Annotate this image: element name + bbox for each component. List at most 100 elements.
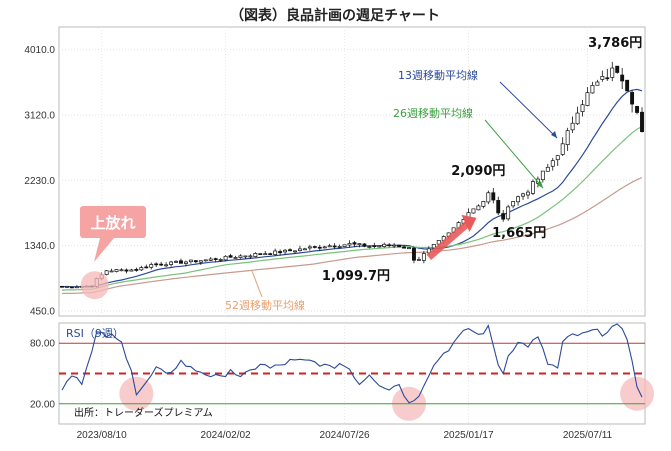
x-tick-label: 2024/07/26 <box>320 430 370 441</box>
candle-body <box>233 257 238 259</box>
candle-body <box>183 261 188 264</box>
candle-body <box>312 246 317 248</box>
candle-body <box>486 192 491 203</box>
candle-body <box>362 243 367 247</box>
x-axis-ticks: 2023/08/10 2024/02/02 2024/07/26 2025/01/17… <box>77 430 613 441</box>
candle-body <box>322 246 327 249</box>
candle-body <box>382 243 387 247</box>
candle-body <box>620 74 625 82</box>
candlesticks <box>60 61 644 289</box>
ma13-label: 13週移動平均線 <box>398 68 478 82</box>
annotation-2090: 2,090円 <box>451 164 505 179</box>
candle-body <box>565 130 570 145</box>
candle-body <box>154 263 159 266</box>
candle-body <box>258 253 263 255</box>
price-y-tick: 4010.0 <box>24 45 55 56</box>
price-y-tick: 1340.0 <box>24 241 55 252</box>
candle-body <box>248 255 253 258</box>
candle-body <box>119 269 124 272</box>
candle-body <box>575 112 580 125</box>
candle-body <box>412 247 416 261</box>
candle-body <box>471 208 476 214</box>
x-tick-label: 2024/02/02 <box>201 430 251 441</box>
candle-body <box>516 196 521 203</box>
candle-body <box>476 205 481 211</box>
rsi-y-ticks: 80.00 20.00 <box>30 339 55 411</box>
rsi-grid <box>101 323 588 424</box>
ma52-pointer <box>251 270 263 298</box>
candle-body <box>416 259 421 261</box>
candle-body <box>327 245 332 248</box>
candle-body <box>302 248 307 251</box>
candle-body <box>402 246 407 249</box>
rsi-y-tick: 20.00 <box>30 399 55 410</box>
candle-body <box>60 285 64 288</box>
ma-line-52 <box>61 176 643 295</box>
candle-body <box>213 258 218 260</box>
ma-line-26 <box>61 125 643 291</box>
candle-body <box>263 253 268 256</box>
candle-body <box>218 258 223 261</box>
candle-body <box>278 251 283 254</box>
ma13-pointer <box>499 81 558 139</box>
candle-body <box>293 250 297 253</box>
candle-body <box>421 253 426 261</box>
candle-body <box>347 243 352 246</box>
candle-body <box>332 245 337 248</box>
candle-body <box>530 181 535 194</box>
candle-body <box>268 253 273 255</box>
candle-body <box>392 244 397 247</box>
ma26-label: 26週移動平均線 <box>393 106 473 120</box>
x-tick-label: 2023/08/10 <box>77 430 127 441</box>
candle-body <box>521 193 525 197</box>
candle-body <box>243 255 248 258</box>
candle-body <box>610 67 615 78</box>
candle-body <box>605 77 610 80</box>
candle-body <box>288 249 292 252</box>
candle-body <box>139 267 144 271</box>
candle-body <box>431 243 436 249</box>
candle-body <box>198 260 203 263</box>
candle-body <box>491 192 496 201</box>
candle-body <box>69 286 74 289</box>
candle-body <box>283 249 288 253</box>
candle-body <box>223 255 228 261</box>
candle-body <box>535 178 540 184</box>
candle-body <box>74 286 79 289</box>
ma13-pointer-head <box>551 131 557 138</box>
rsi-oversold-circle <box>620 376 655 411</box>
candle-body <box>124 269 129 272</box>
candle-body <box>188 259 193 263</box>
candle-body <box>273 250 278 255</box>
candle-body <box>297 248 302 252</box>
candle-body <box>134 268 139 271</box>
candle-body <box>337 246 342 248</box>
candle-body <box>580 104 585 112</box>
ma26-pointer-head <box>537 181 543 188</box>
candle-body <box>640 111 644 133</box>
candle-body <box>387 244 392 247</box>
breakout-label-pointer <box>94 238 114 262</box>
candle-body <box>317 246 322 249</box>
candle-body <box>228 255 233 258</box>
annotation-1099: 1,099.7円 <box>322 269 390 284</box>
candle-body <box>357 243 362 245</box>
candle-body <box>307 246 312 249</box>
candle-body <box>506 206 511 220</box>
candle-body <box>352 242 357 245</box>
candle-body <box>174 261 178 263</box>
candle-body <box>585 92 590 106</box>
candle-body <box>595 81 600 86</box>
candle-body <box>203 259 208 262</box>
rsi-title: RSI（9週） <box>66 327 124 340</box>
candle-body <box>372 245 377 247</box>
breakout-label-box <box>80 206 146 238</box>
candle-body <box>496 200 501 214</box>
candle-body <box>625 79 630 92</box>
source-note: 出所：トレーダーズプレミアム <box>74 406 213 419</box>
candle-body <box>253 253 258 257</box>
candle-body <box>635 105 639 113</box>
candle-body <box>511 201 516 207</box>
candle-body <box>169 261 174 265</box>
